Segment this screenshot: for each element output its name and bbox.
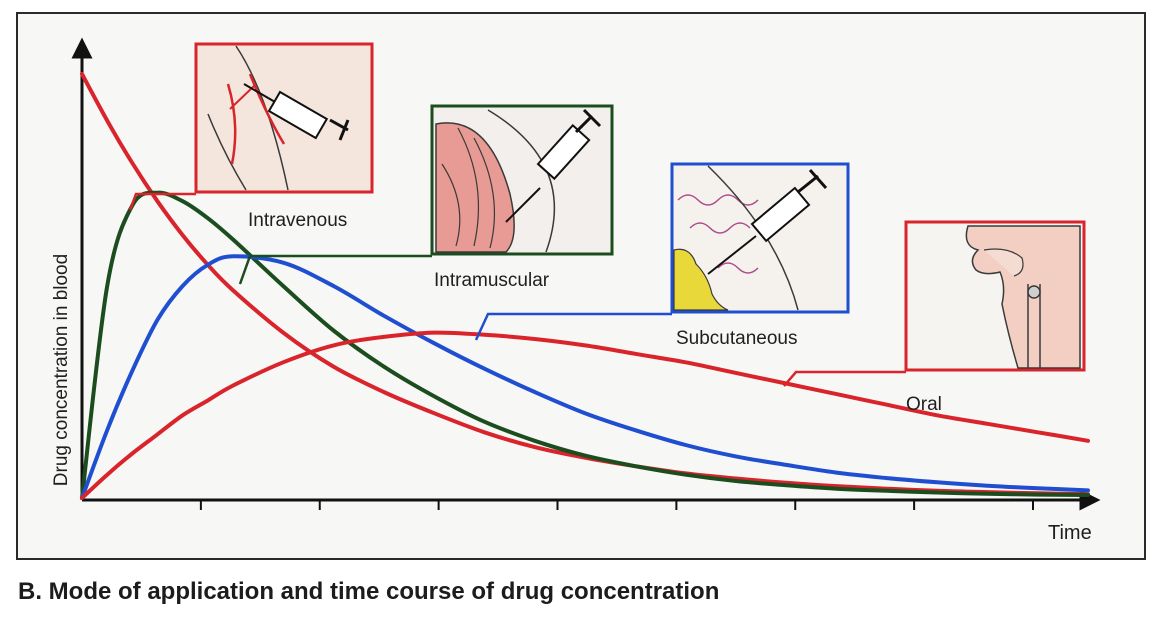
mouth-throat-icon: [965, 225, 1081, 369]
series-line-intramuscular: [80, 190, 1090, 500]
inset-oral: [904, 220, 1086, 372]
x-tick-marks: [199, 500, 1034, 510]
inset-label-intramuscular: Intramuscular: [434, 270, 550, 291]
figure-frame: Drug concentration in blood Time Intr: [16, 12, 1146, 560]
syringe-skin-icon: [673, 165, 828, 311]
x-axis-label: Time: [1048, 522, 1092, 544]
series-line-intravenous: [80, 72, 1090, 497]
series-layer: [80, 72, 1090, 500]
inset-subcutaneous: [670, 162, 850, 314]
leader-intravenous: [128, 192, 196, 211]
syringe-vein-icon: [207, 45, 350, 191]
figure-caption: B. Mode of application and time course o…: [18, 578, 720, 605]
inset-label-intravenous: Intravenous: [248, 210, 347, 231]
inset-label-oral: Oral: [906, 394, 942, 415]
syringe-muscle-icon: [435, 108, 602, 253]
series-line-subcutaneous: [80, 254, 1090, 500]
leader-subcutaneous: [474, 312, 672, 341]
drug-concentration-chart: Drug concentration in blood Time Intr: [51, 37, 1101, 544]
y-axis-label: Drug concentration in blood: [51, 254, 72, 486]
series-line-oral: [80, 330, 1090, 500]
leader-oral: [783, 370, 906, 387]
leader-intramuscular: [238, 254, 432, 285]
inset-intramuscular: [430, 104, 614, 256]
inset-intravenous: [194, 42, 374, 194]
inset-label-subcutaneous: Subcutaneous: [676, 328, 798, 349]
